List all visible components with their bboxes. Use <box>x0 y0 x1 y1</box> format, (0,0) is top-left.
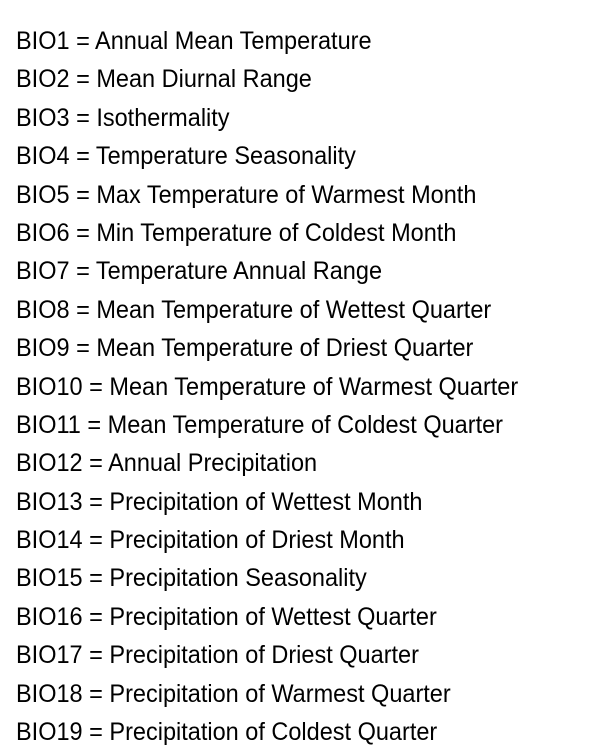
bio2-definition: BIO2 = Mean Diurnal Range <box>16 65 312 94</box>
bio10-definition: BIO10 = Mean Temperature of Warmest Quar… <box>16 372 519 401</box>
bio11-definition: BIO11 = Mean Temperature of Coldest Quar… <box>16 410 504 439</box>
bio17-definition: BIO17 = Precipitation of Driest Quarter <box>16 641 419 670</box>
bio16-definition: BIO16 = Precipitation of Wettest Quarter <box>16 602 437 631</box>
bio1-definition: BIO1 = Annual Mean Temperature <box>16 27 372 55</box>
bio7-definition: BIO7 = Temperature Annual Range <box>16 257 383 286</box>
bio5-definition: BIO5 = Max Temperature of Warmest Month <box>16 180 477 209</box>
bio3-definition: BIO3 = Isothermality <box>16 103 230 132</box>
bio6-definition: BIO6 = Min Temperature of Coldest Month <box>16 218 457 247</box>
bio12-definition: BIO12 = Annual Precipitation <box>16 449 318 478</box>
bioclim-variable-list: BIO1 = Annual Mean Temperature BIO2 = Me… <box>16 22 550 751</box>
bio9-definition: BIO9 = Mean Temperature of Driest Quarte… <box>16 334 474 363</box>
bio8-definition: BIO8 = Mean Temperature of Wettest Quart… <box>16 295 492 324</box>
bio14-definition: BIO14 = Precipitation of Driest Month <box>16 526 405 555</box>
bio4-definition: BIO4 = Temperature Seasonality <box>16 142 356 171</box>
bio13-definition: BIO13 = Precipitation of Wettest Month <box>16 487 423 516</box>
bio15-definition: BIO15 = Precipitation Seasonality <box>16 564 367 593</box>
bio18-definition: BIO18 = Precipitation of Warmest Quarter <box>16 679 451 708</box>
bio19-definition: BIO19 = Precipitation of Coldest Quarter <box>16 718 438 747</box>
